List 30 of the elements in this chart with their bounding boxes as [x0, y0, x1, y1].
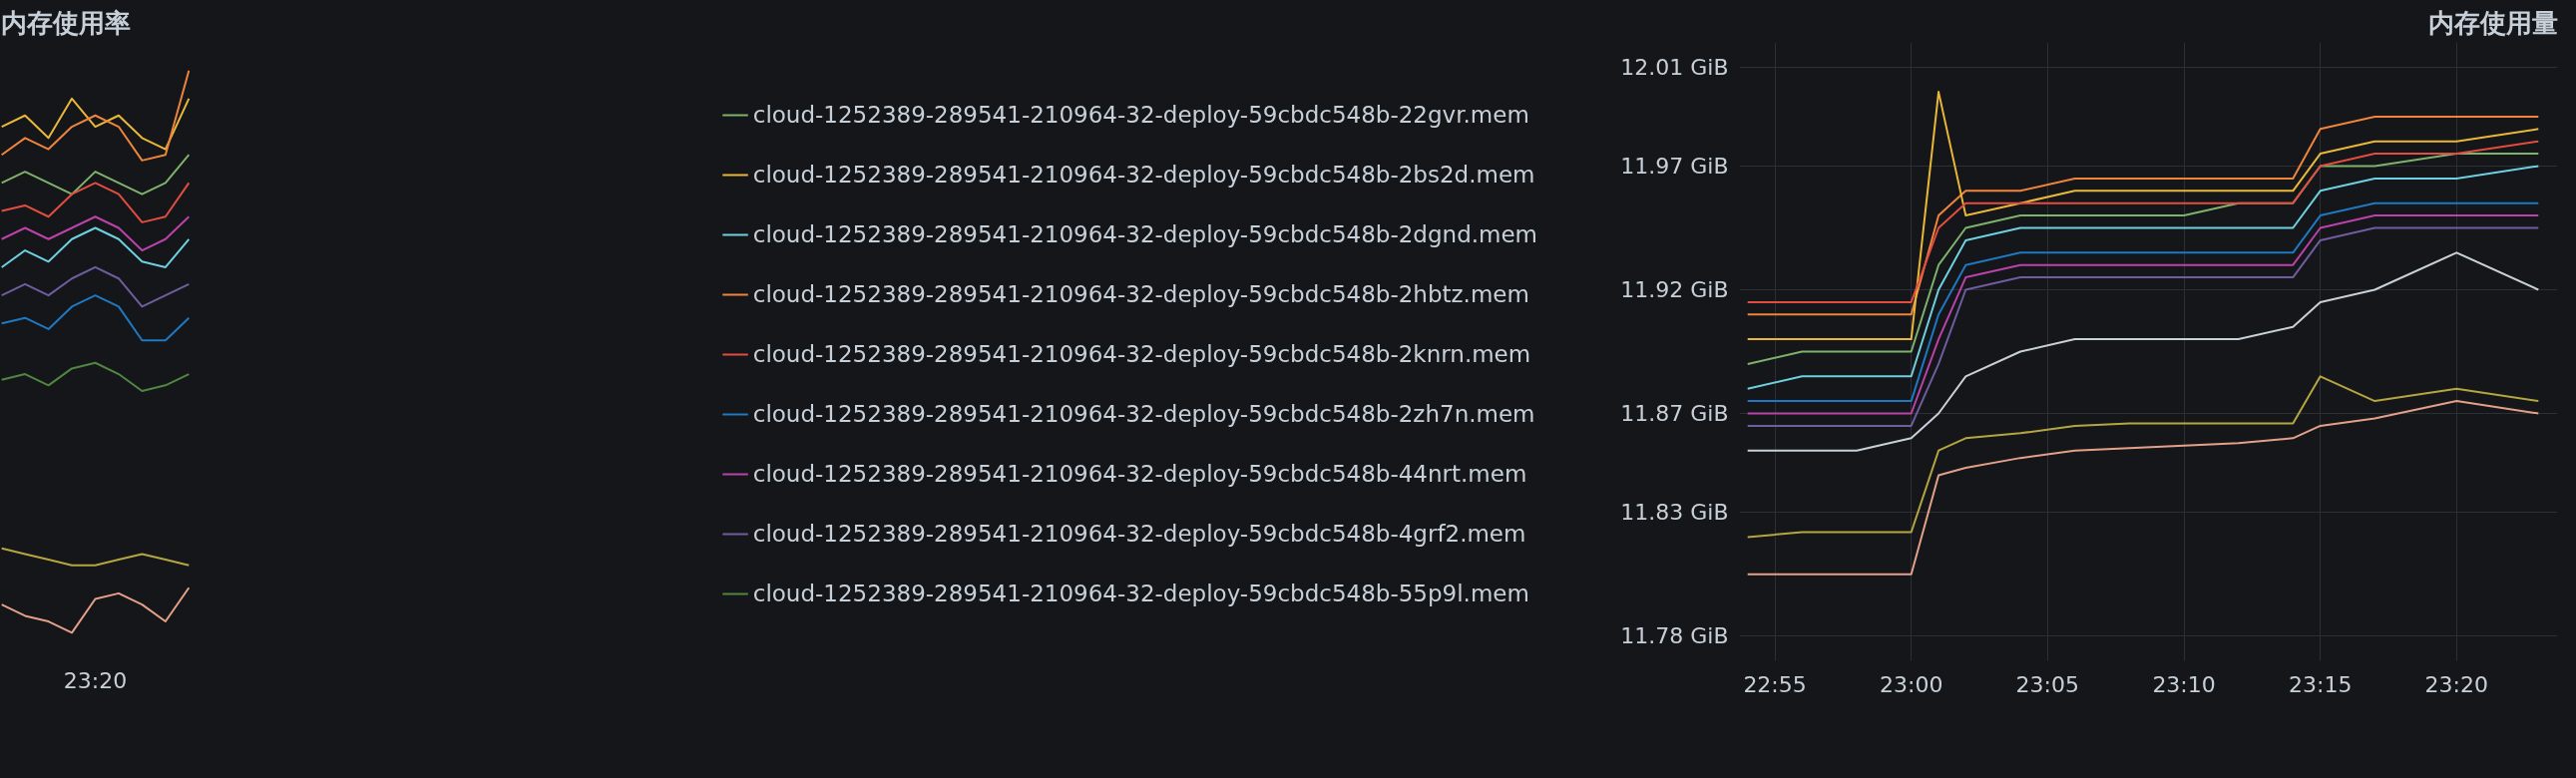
legend-label: cloud-1252389-289541-210964-32-deploy-59cbdc548b-22gvr.mem: [752, 102, 1529, 128]
legend-label: cloud-1252389-289541-210964-32-deploy-59cbdc548b-2knrn.mem: [752, 341, 1531, 367]
legend-label: cloud-1252389-289541-210964-32-deploy-59cbdc548b-55p9l.mem: [752, 581, 1529, 606]
y-tick-label: 12.01 GiB: [1620, 54, 1729, 80]
x-tick-label: 23:15: [2289, 671, 2353, 697]
x-tick-label: 23:20: [2424, 671, 2489, 697]
line-series: [1746, 375, 2540, 539]
line-series: [1746, 165, 2540, 390]
line-series: [1746, 140, 2540, 303]
y-tick-label: 11.97 GiB: [1620, 154, 1729, 179]
y-tick-label: 11.83 GiB: [1620, 500, 1729, 526]
y-tick-label: 11.87 GiB: [1620, 401, 1729, 426]
legend-label: cloud-1252389-289541-210964-32-deploy-59cbdc548b-2zh7n.mem: [752, 401, 1535, 427]
line-series: [1746, 400, 2540, 576]
chart-title: 内存使用量: [2427, 7, 2558, 38]
legend-label: cloud-1252389-289541-210964-32-deploy-59cbdc548b-2dgnd.mem: [752, 221, 1537, 247]
legend-label: cloud-1252389-289541-210964-32-deploy-59cbdc548b-4grf2.mem: [752, 521, 1526, 547]
x-tick-label: 23:10: [2152, 671, 2216, 697]
y-tick-label: 11.78 GiB: [1620, 623, 1729, 649]
line-series: [1746, 115, 2540, 316]
x-tick-label: 23:00: [1880, 671, 1943, 697]
legend-label: cloud-1252389-289541-210964-32-deploy-59cbdc548b-44nrt.mem: [752, 461, 1527, 487]
line-series: [1746, 91, 2540, 341]
legend-label: cloud-1252389-289541-210964-32-deploy-59cbdc548b-2bs2d.mem: [752, 162, 1535, 188]
x-tick-label: 22:55: [1743, 671, 1807, 697]
y-tick-label: 11.92 GiB: [1620, 277, 1729, 302]
x-tick-label: 23:05: [2015, 671, 2080, 697]
chart-title: 内存使用率: [0, 7, 131, 38]
legend-label: cloud-1252389-289541-210964-32-deploy-59cbdc548b-2hbtz.mem: [752, 281, 1529, 307]
line-series: [1746, 251, 2540, 452]
